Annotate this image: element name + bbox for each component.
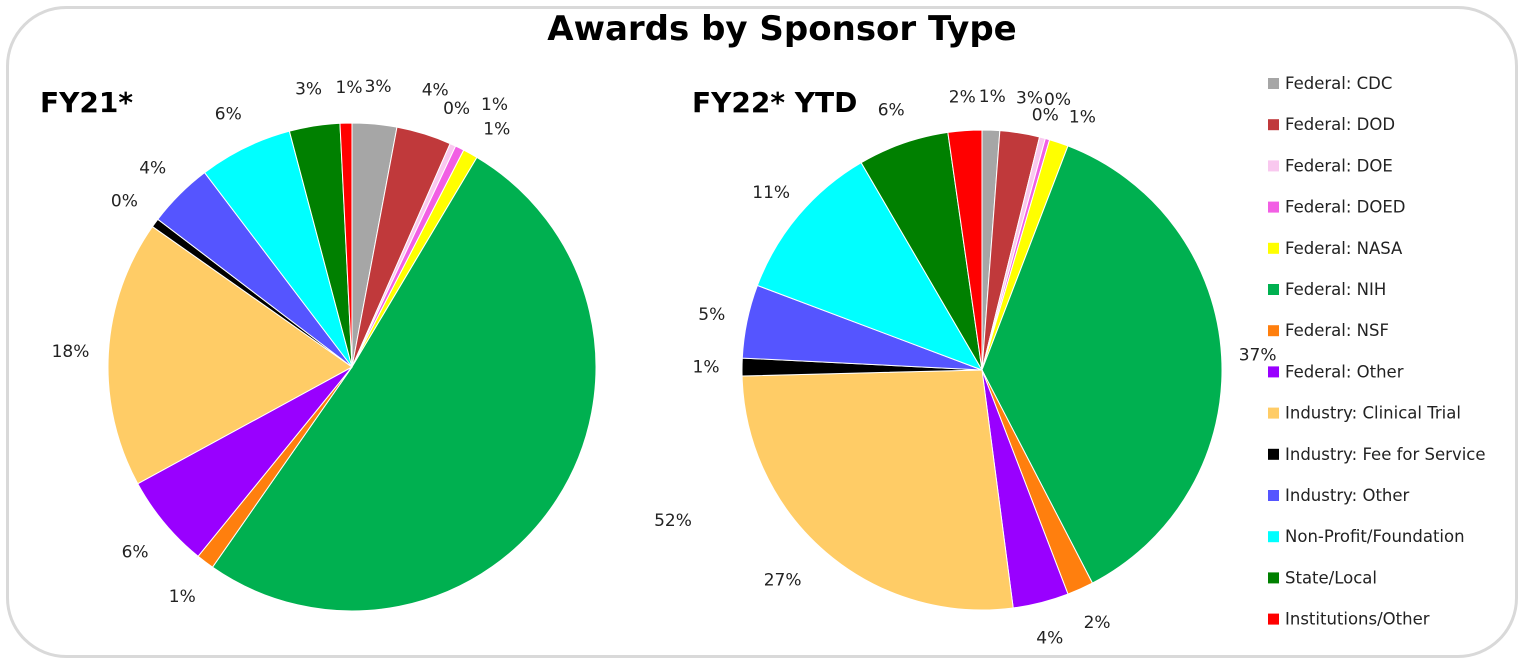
legend-swatch-federal-other	[1268, 366, 1279, 378]
legend: Federal: CDC Federal: DOD Federal: DOE Fede…	[1268, 74, 1486, 629]
data-label-federal-dod: 4%	[422, 81, 449, 101]
legend-swatch-federal-doe	[1268, 160, 1279, 172]
data-label-federal-nsf: 1%	[169, 587, 196, 607]
data-label-federal-other: 4%	[1036, 629, 1063, 649]
legend-label-industry-fee-for-service: Industry: Fee for Service	[1285, 445, 1486, 464]
legend-label-industry-other: Industry: Other	[1285, 486, 1410, 505]
data-label-federal-nsf: 2%	[1084, 613, 1111, 633]
pie-fy21-title: FY21*	[40, 86, 133, 119]
data-label-federal-cdc: 3%	[365, 77, 392, 97]
slice-institutions-other	[339, 122, 353, 368]
data-label-federal-dod: 3%	[1016, 89, 1043, 109]
legend-label-federal-nsf: Federal: NSF	[1285, 321, 1389, 340]
data-label-industry-clinical-trial: 18%	[52, 342, 90, 362]
data-label-federal-nasa: 1%	[1069, 108, 1096, 128]
data-label-federal-doed: 0%	[1032, 106, 1059, 126]
legend-label-institutions-other: Institutions/Other	[1285, 610, 1430, 629]
data-label-non-profit-foundation: 6%	[215, 105, 242, 125]
legend-swatch-industry-fee-for-service	[1268, 448, 1279, 460]
data-label-institutions-other: 2%	[949, 88, 976, 108]
data-label-industry-other: 4%	[139, 158, 166, 178]
slice-industry-clinical-trial	[107, 225, 353, 485]
data-label-federal-doe: 0%	[1044, 90, 1071, 110]
legend-swatch-federal-nih	[1268, 284, 1279, 295]
legend-label-state-local: State/Local	[1285, 568, 1377, 587]
legend-swatch-industry-clinical-trial	[1268, 407, 1279, 419]
legend-label-federal-cdc: Federal: CDC	[1285, 74, 1392, 93]
legend-label-federal-doe: Federal: DOE	[1285, 156, 1393, 175]
legend-swatch-federal-nsf	[1268, 325, 1279, 337]
legend-label-federal-other: Federal: Other	[1285, 362, 1404, 381]
legend-label-federal-dod: Federal: DOD	[1285, 115, 1395, 134]
chart-title: Awards by Sponsor Type	[547, 9, 1017, 49]
legend-swatch-state-local	[1268, 572, 1279, 584]
legend-label-federal-doed: Federal: DOED	[1285, 198, 1405, 217]
pie-fy22-title: FY22* YTD	[692, 86, 857, 119]
data-label-industry-fee-for-service: 0%	[111, 192, 138, 212]
legend-swatch-federal-doed	[1268, 201, 1279, 213]
slice-federal-nih	[981, 145, 1223, 584]
slice-industry-clinical-trial	[741, 369, 1014, 611]
legend-label-federal-nasa: Federal: NASA	[1285, 239, 1403, 258]
legend-swatch-federal-dod	[1268, 119, 1279, 131]
legend-swatch-institutions-other	[1268, 613, 1279, 625]
slice-non-profit-foundation	[756, 161, 984, 371]
data-label-non-profit-foundation: 11%	[752, 183, 790, 203]
data-label-state-local: 6%	[878, 100, 905, 120]
legend-label-federal-nih: Federal: NIH	[1285, 280, 1386, 299]
data-label-federal-doed: 1%	[481, 95, 508, 115]
data-label-industry-other: 5%	[698, 305, 725, 325]
data-label-federal-nasa: 1%	[483, 119, 510, 139]
data-label-state-local: 3%	[295, 79, 322, 99]
legend-swatch-non-profit-foundation	[1268, 531, 1279, 543]
legend-swatch-industry-other	[1268, 490, 1279, 501]
pie-fy21: 3% 4%0% 1%1%52%1%6%18%0%4%6%3% 1%	[52, 77, 692, 612]
data-label-federal-cdc: 1%	[979, 87, 1006, 107]
legend-swatch-federal-cdc	[1268, 78, 1279, 89]
data-label-institutions-other: 1%	[336, 78, 363, 98]
legend-swatch-federal-nasa	[1268, 242, 1279, 254]
data-label-industry-clinical-trial: 27%	[764, 571, 802, 591]
slice-institutions-other	[947, 129, 983, 371]
data-label-federal-doe: 0%	[443, 99, 470, 119]
legend-label-non-profit-foundation: Non-Profit/Foundation	[1285, 527, 1465, 546]
data-label-federal-nih: 52%	[654, 511, 692, 531]
slice-federal-nih	[211, 156, 597, 612]
data-label-industry-fee-for-service: 1%	[693, 358, 720, 378]
data-label-federal-nih: 37%	[1239, 346, 1277, 366]
data-label-federal-other: 6%	[122, 542, 149, 562]
legend-label-industry-clinical-trial: Industry: Clinical Trial	[1285, 404, 1461, 423]
pie-fy22: 1% 3% 0%0% 1%37%2%4%27%1%5%11%6%2%	[693, 87, 1277, 648]
